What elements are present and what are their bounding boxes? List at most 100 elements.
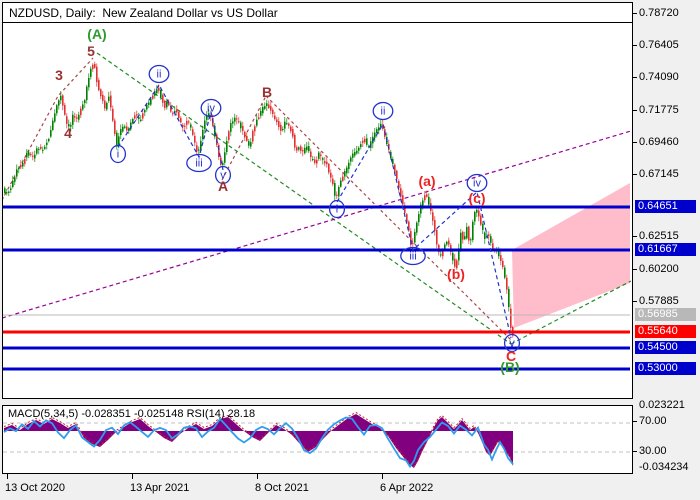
wave-circle bbox=[503, 333, 521, 353]
price-level-badge: 0.55640 bbox=[635, 325, 696, 338]
candle-body bbox=[334, 183, 336, 196]
candle-body bbox=[452, 252, 454, 261]
candle-body bbox=[402, 195, 404, 205]
candle-body bbox=[428, 196, 430, 205]
candle-body bbox=[490, 236, 492, 243]
candle-body bbox=[88, 77, 90, 88]
price-tick-mark bbox=[632, 301, 637, 302]
wave-circle bbox=[214, 165, 232, 185]
price-level-badge: 0.53000 bbox=[635, 362, 696, 375]
candle-body bbox=[76, 117, 78, 119]
candle-body bbox=[208, 113, 210, 117]
trendline[interactable] bbox=[2, 130, 631, 319]
candle-body bbox=[56, 105, 58, 114]
trendline[interactable] bbox=[96, 52, 512, 345]
macd-line bbox=[3, 411, 514, 468]
candle-body bbox=[504, 267, 506, 278]
price-level-badge: 0.54500 bbox=[635, 341, 696, 354]
candle-body bbox=[432, 212, 434, 221]
candle-body bbox=[364, 138, 366, 143]
date-label: 13 Apr 2021 bbox=[130, 482, 190, 494]
candle-body bbox=[320, 154, 322, 156]
macd-value-2: -0.025148 bbox=[133, 408, 184, 420]
candle-body bbox=[12, 180, 14, 188]
price-tick-label: 0.78720 bbox=[639, 7, 679, 19]
candle-body bbox=[140, 119, 142, 122]
candle-body bbox=[418, 214, 420, 223]
trendline[interactable] bbox=[221, 95, 267, 181]
chart-title-bar: NZDUSD, Daily: New Zealand Dollar vs US … bbox=[3, 3, 632, 23]
candles-group bbox=[4, 61, 514, 338]
candle-body bbox=[268, 104, 270, 108]
candle-body bbox=[344, 171, 346, 177]
candle-body bbox=[322, 158, 324, 160]
candle-body bbox=[318, 152, 320, 159]
trendline[interactable] bbox=[2, 57, 94, 200]
candle-body bbox=[374, 132, 376, 138]
candle-body bbox=[102, 94, 104, 101]
candle-body bbox=[234, 117, 236, 122]
candle-body bbox=[382, 124, 384, 129]
candle-body bbox=[412, 242, 414, 244]
candle-body bbox=[196, 145, 198, 152]
candle-body bbox=[128, 128, 130, 132]
candle-body bbox=[8, 191, 10, 193]
candle-body bbox=[342, 176, 344, 181]
candle-body bbox=[396, 170, 398, 180]
candle-body bbox=[296, 147, 298, 151]
candle-body bbox=[500, 255, 502, 262]
candle-body bbox=[456, 260, 458, 269]
candle-body bbox=[198, 149, 200, 151]
candle-body bbox=[348, 162, 350, 169]
wave-connector[interactable] bbox=[336, 122, 512, 339]
wave-circle bbox=[200, 98, 222, 118]
candle-body bbox=[422, 200, 424, 207]
wave-circle bbox=[466, 173, 488, 193]
candle-body bbox=[136, 114, 138, 116]
candle-body bbox=[64, 105, 66, 115]
trendline[interactable] bbox=[265, 95, 512, 341]
candle-body bbox=[4, 188, 6, 193]
candle-body bbox=[258, 117, 260, 119]
candle-body bbox=[346, 167, 348, 174]
candle-body bbox=[340, 180, 342, 187]
candle-body bbox=[16, 169, 18, 177]
candle-body bbox=[466, 227, 468, 239]
candle-body bbox=[116, 132, 118, 146]
wave-connector[interactable] bbox=[117, 83, 224, 171]
candle-body bbox=[86, 86, 88, 101]
candle-body bbox=[252, 130, 254, 142]
candle-body bbox=[118, 136, 120, 146]
candle-body bbox=[250, 142, 252, 147]
candle-body bbox=[192, 129, 194, 135]
macd-plot-group bbox=[3, 411, 631, 469]
candle-body bbox=[350, 157, 352, 162]
candle-body bbox=[126, 126, 128, 131]
candle-body bbox=[52, 120, 54, 130]
candle-body bbox=[474, 211, 476, 222]
candle-body bbox=[508, 288, 510, 307]
candle-body bbox=[84, 100, 86, 104]
wave-label-circled: iii bbox=[409, 251, 416, 263]
candle-body bbox=[434, 220, 436, 231]
macd-tick-label: -0.034234 bbox=[639, 461, 689, 473]
candle-body bbox=[284, 121, 286, 129]
candle-body bbox=[236, 118, 238, 120]
chart-title: NZDUSD, Daily: New Zealand Dollar vs US … bbox=[9, 6, 278, 20]
price-tick-label: 0.69460 bbox=[639, 136, 679, 148]
candle-body bbox=[510, 308, 512, 328]
candle-body bbox=[138, 117, 140, 120]
candle-body bbox=[10, 188, 12, 191]
candle-body bbox=[184, 125, 186, 127]
candle-body bbox=[28, 152, 30, 156]
candle-body bbox=[72, 114, 74, 125]
candle-body bbox=[158, 87, 160, 91]
date-tick-mark bbox=[382, 474, 383, 479]
candle-body bbox=[304, 147, 306, 154]
candle-body bbox=[290, 126, 292, 132]
price-tick-mark bbox=[632, 236, 637, 237]
candle-body bbox=[272, 109, 274, 114]
candle-body bbox=[488, 234, 490, 237]
